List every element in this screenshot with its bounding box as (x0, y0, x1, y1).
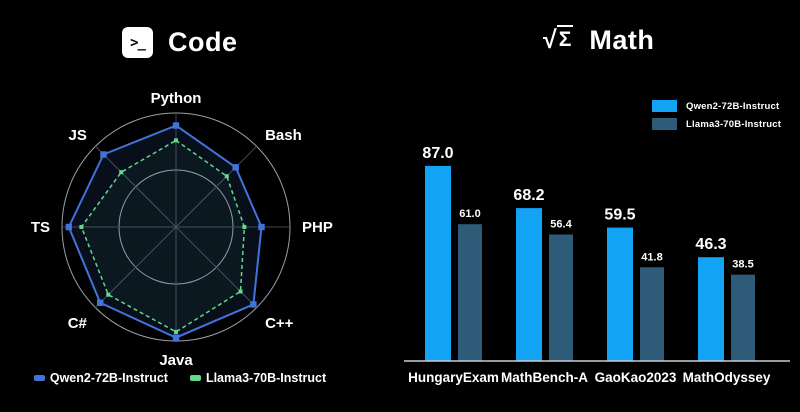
legend-item-qwen: Qwen2-72B-Instruct (33, 371, 168, 385)
radar-spoke (175, 146, 257, 228)
code-radar-chart: Python Bash PHP C++ Java C# TS JS (31, 90, 333, 369)
legend-item-llama-bar: Llama3-70B-Instruct (652, 118, 781, 130)
radar-marker (258, 223, 265, 231)
bar-qwen (698, 257, 724, 361)
qwen-swatch (33, 375, 45, 381)
terminal-icon-glyph: >_ (130, 34, 146, 51)
code-legend: Qwen2-72B-Instruct Llama3-70B-Instruct (20, 371, 340, 385)
bar-value-qwen: 46.3 (695, 236, 726, 253)
qwen-bar-legend-label: Qwen2-72B-Instruct (686, 100, 780, 112)
radar-marker (65, 223, 72, 231)
radar-marker (106, 292, 111, 297)
code-panel-header: >_ Code (122, 27, 238, 58)
bar-qwen (425, 165, 451, 361)
radar-marker (97, 299, 104, 306)
llama-swatch (189, 375, 201, 381)
radar-marker (119, 170, 124, 175)
bar-value-llama: 38.5 (732, 259, 753, 271)
sqrt-glyph: √ (543, 26, 557, 54)
math-panel-header: √ Σ Math (543, 25, 654, 56)
radar-spoke (175, 226, 257, 308)
qwen-legend-label: Qwen2-72B-Instruct (49, 371, 168, 385)
radar-axis-label: PHP (302, 219, 333, 236)
llama-bar-swatch (652, 118, 677, 130)
llama-legend-label: Llama3-70B-Instruct (205, 371, 327, 385)
radar-marker (242, 225, 247, 229)
radar-marker (250, 301, 257, 308)
bar-value-qwen: 68.2 (513, 187, 544, 204)
radar-series-llama (80, 139, 246, 333)
bar-category-label: MathBench-A (501, 370, 588, 385)
radar-axis-label: TS (31, 219, 50, 236)
radar-marker (174, 329, 178, 334)
math-legend: Qwen2-72B-Instruct Llama3-70B-Instruct (652, 100, 781, 130)
bar-value-llama: 61.0 (459, 208, 480, 220)
bar-qwen (516, 208, 542, 361)
radar-marker (172, 334, 180, 341)
legend-item-llama: Llama3-70B-Instruct (189, 371, 327, 385)
legend-item-qwen-bar: Qwen2-72B-Instruct (652, 100, 781, 112)
bar-value-llama: 56.4 (550, 219, 572, 231)
radar-marker (172, 122, 180, 129)
radar-marker (174, 138, 178, 143)
bar-llama (458, 224, 482, 361)
math-panel-title: Math (589, 25, 655, 55)
radar-axis-label: C++ (265, 315, 294, 332)
radar-axis-label: Bash (265, 127, 302, 144)
bar-value-qwen: 87.0 (422, 145, 453, 162)
bar-qwen (607, 227, 633, 361)
radar-marker (224, 174, 229, 179)
bar-category-label: HungaryExam (408, 370, 499, 385)
radar-marker (238, 289, 243, 294)
bar-value-llama: 41.8 (641, 251, 662, 263)
llama-bar-legend-label: Llama3-70B-Instruct (686, 118, 782, 130)
radar-spoke (95, 146, 177, 228)
qwen-bar-swatch (652, 100, 677, 112)
radar-axis-label: Python (151, 90, 202, 107)
radar-marker (79, 225, 84, 229)
math-bar-chart: 87.0 61.0 HungaryExam 68.2 56.4 MathBench-A 59… (404, 145, 790, 385)
sigma-glyph: Σ (556, 25, 574, 52)
bar-value-qwen: 59.5 (604, 207, 635, 224)
radar-axis-label: Java (159, 352, 193, 369)
radar-marker (232, 164, 239, 171)
bar-llama (549, 234, 573, 361)
bar-llama (731, 274, 755, 361)
bar-category-label: GaoKao2023 (595, 370, 677, 385)
code-panel-title: Code (168, 27, 238, 57)
radar-axis-label: C# (68, 315, 88, 332)
radar-marker (100, 151, 107, 158)
sqrt-sigma-icon: √ Σ (543, 25, 574, 56)
bar-llama (640, 267, 664, 361)
bar-category-label: MathOdyssey (683, 370, 771, 385)
terminal-icon: >_ (122, 27, 153, 58)
radar-axis-label: JS (69, 127, 87, 144)
